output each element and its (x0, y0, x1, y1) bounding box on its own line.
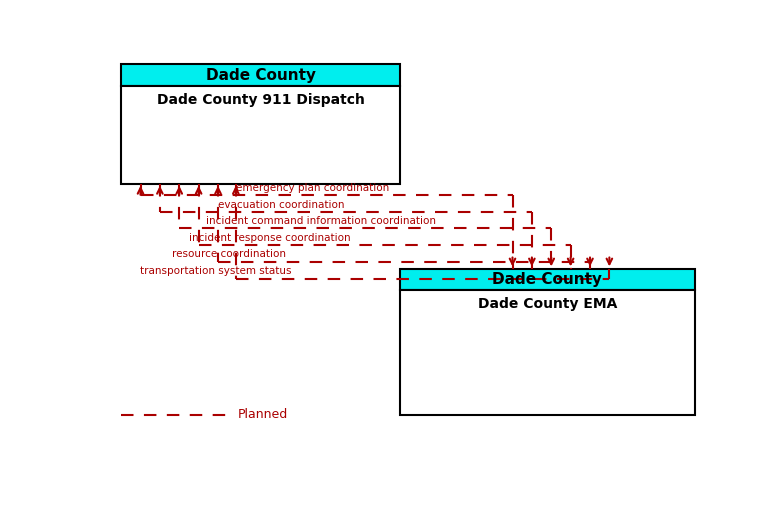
Text: emergency plan coordination: emergency plan coordination (236, 183, 389, 193)
Text: evacuation coordination: evacuation coordination (218, 200, 345, 210)
Bar (121, 86, 400, 184)
Text: incident response coordination: incident response coordination (189, 233, 351, 243)
Text: transportation system status: transportation system status (140, 266, 292, 276)
Text: Planned: Planned (237, 409, 287, 421)
Bar (400, 269, 695, 290)
Text: Dade County: Dade County (206, 68, 316, 83)
Text: Dade County 911 Dispatch: Dade County 911 Dispatch (157, 93, 365, 107)
Text: Dade County: Dade County (493, 272, 602, 287)
Text: resource coordination: resource coordination (171, 249, 286, 259)
Bar (121, 65, 400, 86)
Bar (400, 290, 695, 415)
Text: Dade County EMA: Dade County EMA (478, 297, 617, 311)
Text: incident command information coordination: incident command information coordinatio… (207, 216, 436, 226)
